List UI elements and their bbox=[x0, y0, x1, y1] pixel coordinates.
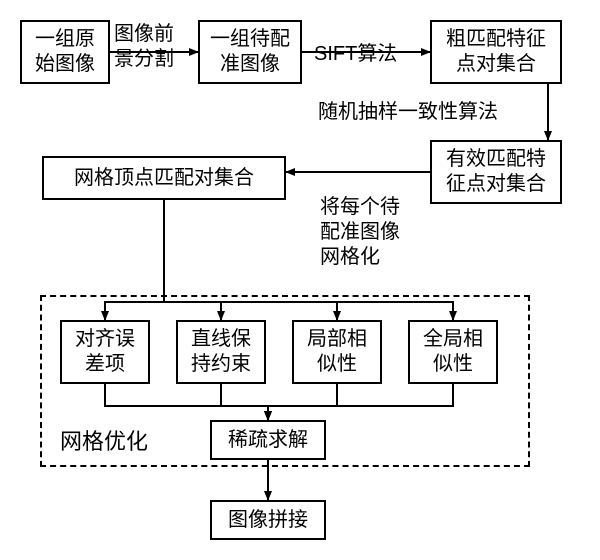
edge-label-ransac: 随机抽样一致性算法 bbox=[318, 100, 498, 125]
group-label-mesh-opt: 网格优化 bbox=[60, 428, 148, 456]
node-label: 局部相似性 bbox=[307, 327, 367, 377]
node-pending-images: 一组待配准图像 bbox=[198, 20, 302, 84]
node-local-similarity: 局部相似性 bbox=[292, 320, 382, 384]
edge-label-foreground-seg: 图像前景分割 bbox=[114, 22, 174, 72]
node-label: 对齐误差项 bbox=[75, 327, 135, 377]
edge-label-gridify: 将每个待配准图像网格化 bbox=[320, 195, 400, 270]
node-global-similarity: 全局相似性 bbox=[408, 320, 498, 384]
node-label: 一组原始图像 bbox=[35, 27, 95, 77]
node-label: 网格顶点匹配对集合 bbox=[74, 166, 254, 191]
node-image-stitching: 图像拼接 bbox=[210, 500, 326, 540]
edge-label-text: 将每个待配准图像网格化 bbox=[320, 196, 400, 268]
edges-layer bbox=[0, 0, 600, 560]
node-label: 有效匹配特征点对集合 bbox=[446, 147, 546, 197]
node-label: 直线保持约束 bbox=[191, 327, 251, 377]
edge-label-text: 随机抽样一致性算法 bbox=[318, 101, 498, 123]
node-alignment-error: 对齐误差项 bbox=[60, 320, 150, 384]
node-label: 全局相似性 bbox=[423, 327, 483, 377]
node-label: 粗匹配特征点对集合 bbox=[446, 27, 546, 77]
flowchart-root: 一组原始图像 一组待配准图像 粗匹配特征点对集合 有效匹配特征点对集合 网格顶点… bbox=[0, 0, 600, 560]
node-original-images: 一组原始图像 bbox=[20, 20, 110, 84]
node-sparse-solve: 稀疏求解 bbox=[210, 420, 326, 460]
node-coarse-feature-pairs: 粗匹配特征点对集合 bbox=[430, 20, 562, 84]
node-line-constraint: 直线保持约束 bbox=[176, 320, 266, 384]
node-label: 一组待配准图像 bbox=[210, 27, 290, 77]
edge-label-text: SIFT算法 bbox=[314, 43, 397, 65]
node-label: 图像拼接 bbox=[228, 508, 308, 533]
group-label-text: 网格优化 bbox=[60, 429, 148, 454]
node-valid-feature-pairs: 有效匹配特征点对集合 bbox=[430, 140, 562, 204]
node-grid-vertex-pairs: 网格顶点匹配对集合 bbox=[42, 156, 286, 200]
node-label: 稀疏求解 bbox=[228, 428, 308, 453]
edge-label-sift: SIFT算法 bbox=[314, 42, 397, 67]
edge-label-text: 图像前景分割 bbox=[114, 23, 174, 70]
